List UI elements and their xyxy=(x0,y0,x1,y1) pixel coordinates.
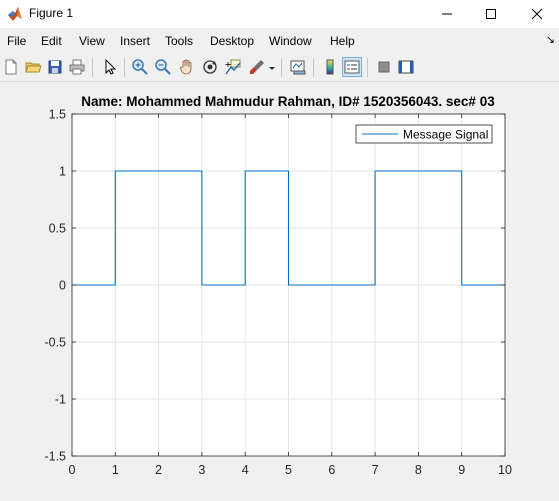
y-tick-label: -0.5 xyxy=(44,336,66,350)
series-line-message-signal xyxy=(72,170,505,286)
y-tick-label: 0 xyxy=(59,279,66,293)
x-tick-label: 10 xyxy=(498,463,512,477)
menu-edit[interactable]: Edit xyxy=(41,34,62,48)
x-tick-label: 9 xyxy=(458,463,465,477)
minimize-button[interactable] xyxy=(424,0,469,28)
y-tick-label: 0.5 xyxy=(49,222,66,236)
rotate-3d-icon[interactable] xyxy=(201,58,219,76)
pan-hand-icon[interactable] xyxy=(178,58,196,76)
y-tick-label: -1 xyxy=(55,393,66,407)
toolbar-separator xyxy=(313,58,314,77)
maximize-button[interactable] xyxy=(468,0,513,28)
window-title-bar: Figure 1 xyxy=(0,0,559,28)
colorbar-icon[interactable] xyxy=(321,58,339,76)
brush-icon[interactable] xyxy=(248,58,266,76)
save-icon[interactable] xyxy=(46,58,64,76)
print-icon[interactable] xyxy=(68,58,86,76)
legend-label: Message Signal xyxy=(403,128,488,142)
figure-toolbar xyxy=(0,54,559,82)
x-tick-labels: 0 1 2 3 4 5 6 7 8 9 10 xyxy=(69,463,512,477)
close-button[interactable] xyxy=(514,0,559,28)
toolbar-separator xyxy=(92,58,93,77)
menu-insert[interactable]: Insert xyxy=(120,34,151,48)
toolbar-separator xyxy=(367,58,368,77)
matlab-logo-icon xyxy=(8,7,22,21)
x-tick-label: 7 xyxy=(372,463,379,477)
data-cursor-icon[interactable] xyxy=(224,58,242,76)
menu-window[interactable]: Window xyxy=(269,34,312,48)
legend-box xyxy=(355,124,493,144)
x-tick-label: 3 xyxy=(198,463,205,477)
new-figure-icon[interactable] xyxy=(2,58,20,76)
legend[interactable]: Message Signal xyxy=(355,124,493,144)
menu-desktop[interactable]: Desktop xyxy=(210,34,255,48)
x-tick-label: 1 xyxy=(112,463,119,477)
window-title: Figure 1 xyxy=(29,6,74,20)
y-tick-label: -1.5 xyxy=(44,450,66,464)
x-tick-label: 8 xyxy=(415,463,422,477)
dock-arrow-icon[interactable]: ↘ xyxy=(545,34,555,46)
maximize-icon xyxy=(485,9,496,19)
menu-view[interactable]: View xyxy=(79,34,105,48)
x-tick-label: 2 xyxy=(155,463,162,477)
x-tick-label: 6 xyxy=(328,463,335,477)
ticks xyxy=(71,113,506,457)
select-pointer-icon[interactable] xyxy=(101,58,119,76)
y-tick-labels: -1.5 -1 -0.5 0 0.5 1 1.5 xyxy=(44,108,66,464)
show-plot-tools-icon[interactable] xyxy=(397,58,415,76)
hide-plot-tools-icon[interactable] xyxy=(375,58,393,76)
close-icon xyxy=(531,8,542,20)
y-tick-label: 1 xyxy=(59,165,66,179)
zoom-out-icon[interactable] xyxy=(154,58,172,76)
toolbar-separator xyxy=(281,58,282,77)
x-tick-label: 5 xyxy=(285,463,292,477)
link-plot-icon[interactable] xyxy=(289,58,307,76)
minimize-icon xyxy=(441,13,452,15)
plot-svg[interactable]: Name: Mohammed Mahmudur Rahman, ID# 1520… xyxy=(0,82,559,496)
y-tick-label: 1.5 xyxy=(49,108,66,122)
menu-bar: File Edit View Insert Tools Desktop Wind… xyxy=(0,31,559,51)
figure-canvas: Name: Mohammed Mahmudur Rahman, ID# 1520… xyxy=(0,82,559,496)
legend-icon[interactable] xyxy=(342,57,362,77)
x-tick-label: 0 xyxy=(69,463,76,477)
plot-title: Name: Mohammed Mahmudur Rahman, ID# 1520… xyxy=(81,94,495,109)
open-file-icon[interactable] xyxy=(24,58,42,76)
menu-tools[interactable]: Tools xyxy=(165,34,194,48)
chevron-down-icon[interactable] xyxy=(268,66,276,72)
x-tick-label: 4 xyxy=(242,463,249,477)
menu-help[interactable]: Help xyxy=(330,34,355,48)
toolbar-separator xyxy=(124,58,125,77)
zoom-in-icon[interactable] xyxy=(131,58,149,76)
series-layer xyxy=(72,170,505,286)
menu-file[interactable]: File xyxy=(7,34,27,48)
